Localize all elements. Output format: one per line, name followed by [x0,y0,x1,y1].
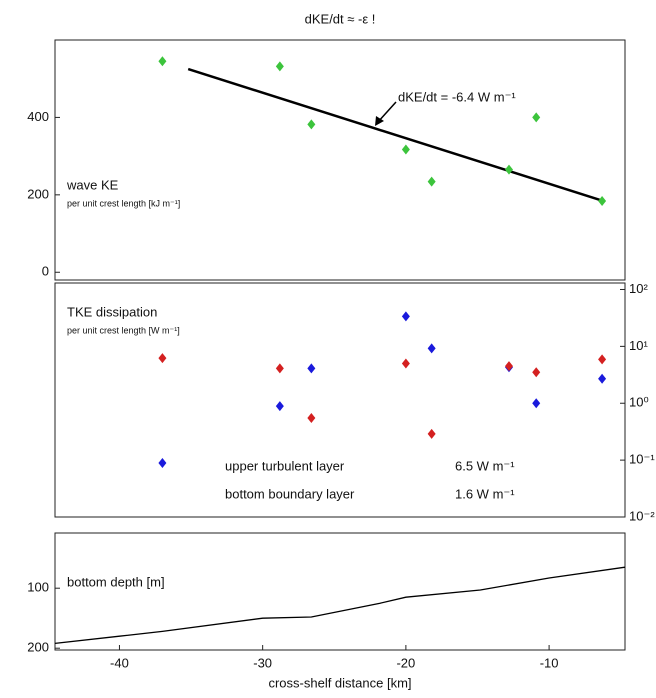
data-point [275,61,284,72]
panel-label: bottom depth [m] [67,574,165,589]
y-tick-label: 10⁰ [629,395,649,410]
y-tick-label: 10¹ [629,338,648,353]
data-point [158,353,167,364]
panel-frame [54,532,626,651]
data-point [504,164,513,175]
y-tick-label: 200 [27,640,49,655]
panel-label: wave KE [66,177,119,192]
y-tick-label: 400 [27,109,49,124]
data-point [275,401,284,412]
data-point [427,176,436,187]
data-point [401,144,410,155]
data-point [598,354,607,365]
legend-label: bottom boundary layer [225,486,355,501]
panel-frame [54,39,626,281]
panel-frame [54,282,626,518]
x-axis-label: cross-shelf distance [km] [268,675,411,690]
panel-label: TKE dissipation [67,304,157,319]
depth-line [54,566,626,645]
x-tick-label: -20 [396,655,415,670]
x-tick-label: -10 [540,655,559,670]
data-point [401,358,410,369]
data-point [307,413,316,424]
legend-value: 1.6 W m⁻¹ [455,486,515,501]
y-tick-label: 100 [27,580,49,595]
data-point [427,428,436,439]
data-point [307,363,316,374]
annotation-arrow [377,101,397,123]
y-tick-label: 10⁻¹ [629,452,655,467]
y-tick-label: 10² [629,281,648,296]
data-point [532,112,541,123]
data-point [598,373,607,384]
annotation: dKE/dt = -6.4 W m⁻¹ [398,89,516,104]
data-point [158,56,167,67]
data-point [532,367,541,378]
data-point [275,363,284,374]
data-point [427,343,436,354]
data-point [504,361,513,372]
panel-sublabel: per unit crest length [kJ m⁻¹] [67,198,180,208]
y-tick-label: 200 [27,186,49,201]
data-point [401,311,410,322]
chart-title: dKE/dt ≈ -ε ! [305,11,376,26]
data-point [532,398,541,409]
x-tick-label: -30 [253,655,272,670]
x-tick-label: -40 [110,655,129,670]
data-point [598,196,607,207]
y-tick-label: 10⁻² [629,508,655,523]
panel-sublabel: per unit crest length [W m⁻¹] [67,325,180,335]
y-tick-label: 0 [42,264,49,279]
legend-label: upper turbulent layer [225,458,345,473]
data-point [307,119,316,130]
legend-value: 6.5 W m⁻¹ [455,458,515,473]
data-point [158,457,167,468]
fit-line [187,67,604,203]
arrow-head [375,116,384,126]
